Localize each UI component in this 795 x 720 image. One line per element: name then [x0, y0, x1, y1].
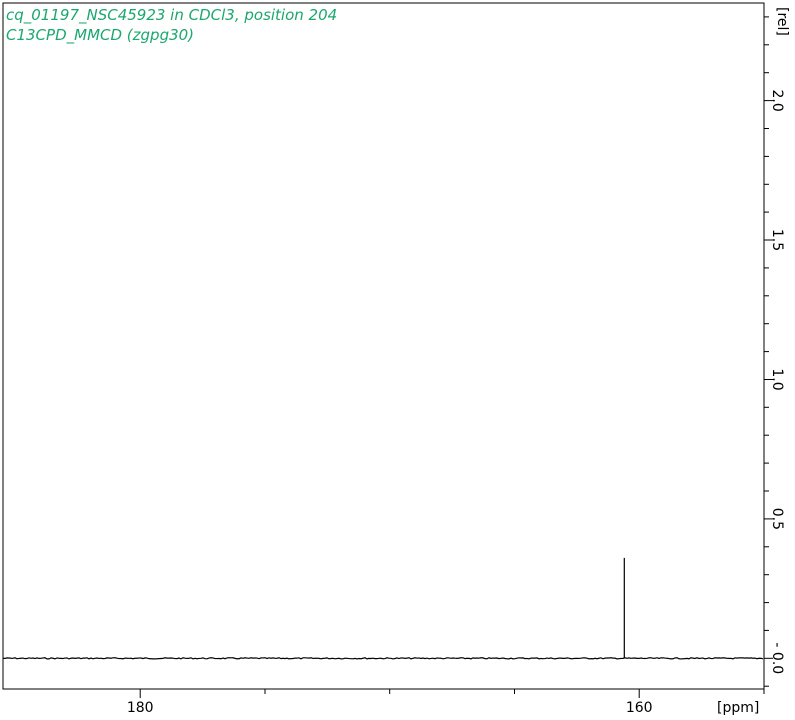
chart-subtitle: C13CPD_MMCD (zgpg30)	[6, 26, 194, 45]
y-axis: 2.0 1.5 1.0 0.5 - 0.0	[764, 16, 785, 687]
y-tick-label: - 0.0	[769, 642, 785, 674]
chart-title: cq_01197_NSC45923 in CDCl3, position 204	[6, 6, 337, 25]
peak-group	[623, 557, 625, 659]
spectrum-baseline	[2, 657, 764, 660]
y-axis-unit: [rel]	[774, 7, 790, 36]
y-tick-label: 1.0	[769, 368, 785, 390]
y-tick-label: 2.0	[769, 89, 785, 111]
x-tick-label: 180	[127, 700, 154, 716]
x-axis: 1801601401201008060	[127, 689, 765, 716]
y-tick-label: 0.5	[769, 508, 785, 530]
x-axis-unit: [ppm]	[717, 700, 759, 716]
x-tick-label: 160	[626, 700, 653, 716]
y-tick-label: 1.5	[769, 229, 785, 251]
plot-frame	[2, 2, 765, 690]
